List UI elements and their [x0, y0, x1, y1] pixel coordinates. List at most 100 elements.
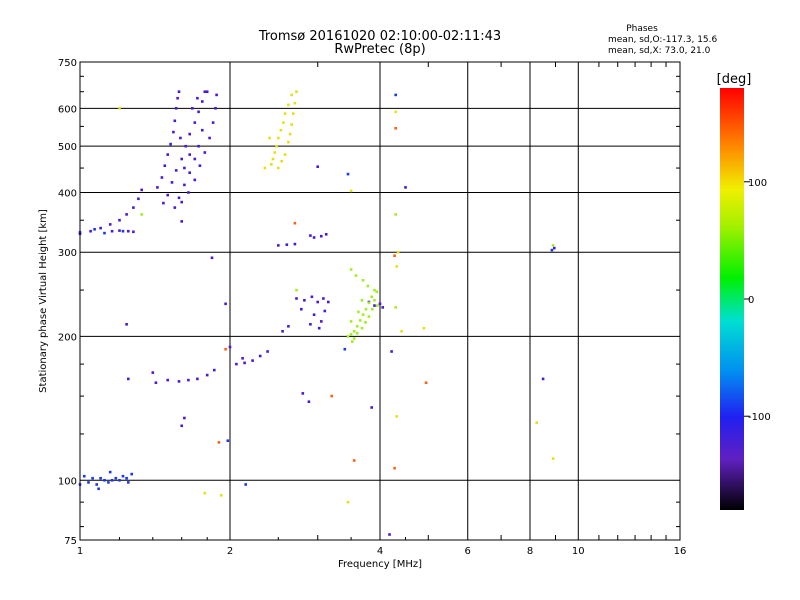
data-point [295, 90, 298, 93]
y-tick-label: 200 [58, 332, 77, 343]
data-point [210, 256, 214, 260]
data-point [366, 284, 370, 288]
data-point [367, 301, 371, 305]
data-point [293, 221, 297, 225]
data-point [373, 288, 376, 292]
data-point [322, 297, 325, 300]
data-point [388, 533, 391, 536]
data-point [312, 236, 316, 239]
data-point [316, 165, 319, 168]
data-point [244, 483, 247, 486]
data-point [307, 400, 311, 403]
data-point [312, 313, 316, 316]
data-point [118, 229, 121, 232]
data-point [323, 309, 327, 313]
y-axis-ticks: 75 100 200 300 400 500 600 750 [58, 58, 680, 547]
data-point [180, 200, 183, 204]
data-point [367, 315, 371, 318]
stats-heading: Phases [626, 24, 658, 34]
data-point [162, 201, 165, 205]
data-point [268, 136, 271, 140]
data-point [343, 347, 347, 351]
data-point [132, 230, 135, 234]
data-point [215, 93, 218, 97]
data-point [330, 394, 333, 398]
data-point [121, 229, 125, 233]
x-axis-label: Frequency [MHz] [338, 559, 422, 570]
y-tick-label: 600 [58, 104, 77, 115]
y-tick-label: 300 [58, 248, 77, 259]
x-tick-label: 16 [674, 546, 687, 557]
data-point [166, 153, 169, 156]
data-point [99, 226, 102, 230]
data-point [203, 90, 207, 93]
data-point [211, 121, 215, 124]
data-point [352, 330, 356, 333]
data-point [224, 347, 227, 351]
data-point [177, 196, 181, 200]
data-point [154, 381, 158, 384]
data-point [349, 268, 353, 271]
stats-line-o: mean, sd,O:-117.3, 15.6 [608, 35, 718, 45]
data-point [287, 103, 290, 107]
data-point [110, 229, 114, 233]
data-point [394, 93, 397, 97]
data-point [188, 153, 191, 156]
data-point [197, 144, 200, 148]
data-point [287, 325, 290, 328]
data-point [203, 151, 207, 154]
data-point [114, 476, 118, 480]
x-tick-label: 2 [227, 546, 233, 557]
data-point [381, 306, 384, 309]
colorbar-tick-label: 100 [748, 178, 767, 189]
data-point [198, 164, 202, 167]
data-point [281, 330, 284, 333]
data-point [103, 479, 106, 482]
data-point [179, 136, 182, 140]
colorbar-tick-label: -100 [748, 412, 771, 423]
data-point [394, 213, 397, 216]
data-point [394, 127, 397, 130]
data-point [351, 340, 354, 343]
data-point [193, 157, 197, 161]
data-point [174, 169, 178, 172]
data-point [553, 246, 556, 250]
data-point [180, 424, 183, 428]
data-point [395, 265, 398, 268]
data-point [224, 302, 227, 306]
data-point [166, 193, 169, 197]
data-point [263, 166, 267, 170]
data-point [277, 136, 280, 140]
data-point [280, 159, 283, 163]
data-point [172, 130, 175, 134]
data-point [551, 457, 555, 460]
y-tick-label: 750 [58, 58, 77, 69]
x-axis-ticks: 1 2 4 6 8 10 16 [77, 62, 687, 557]
data-point [360, 299, 364, 302]
data-point [396, 250, 400, 254]
data-point [266, 350, 269, 353]
chart-subtitle: RwPretec (8p) [334, 42, 425, 57]
data-point [309, 323, 312, 326]
data-point [151, 371, 155, 374]
data-point [170, 181, 174, 184]
data-point [137, 197, 140, 201]
data-point [373, 299, 376, 302]
data-point [275, 144, 278, 148]
data-point [395, 415, 398, 418]
data-point [352, 459, 356, 462]
data-point [95, 483, 98, 486]
data-point [219, 494, 223, 497]
data-point [258, 354, 262, 358]
data-point [364, 321, 367, 324]
data-point [177, 90, 181, 93]
x-tick-label: 6 [465, 546, 471, 557]
data-point [118, 218, 121, 222]
data-point [89, 229, 92, 233]
data-point [187, 191, 190, 194]
data-point [177, 380, 181, 383]
data-point [376, 304, 379, 307]
data-point [371, 307, 374, 311]
data-point [279, 128, 283, 132]
